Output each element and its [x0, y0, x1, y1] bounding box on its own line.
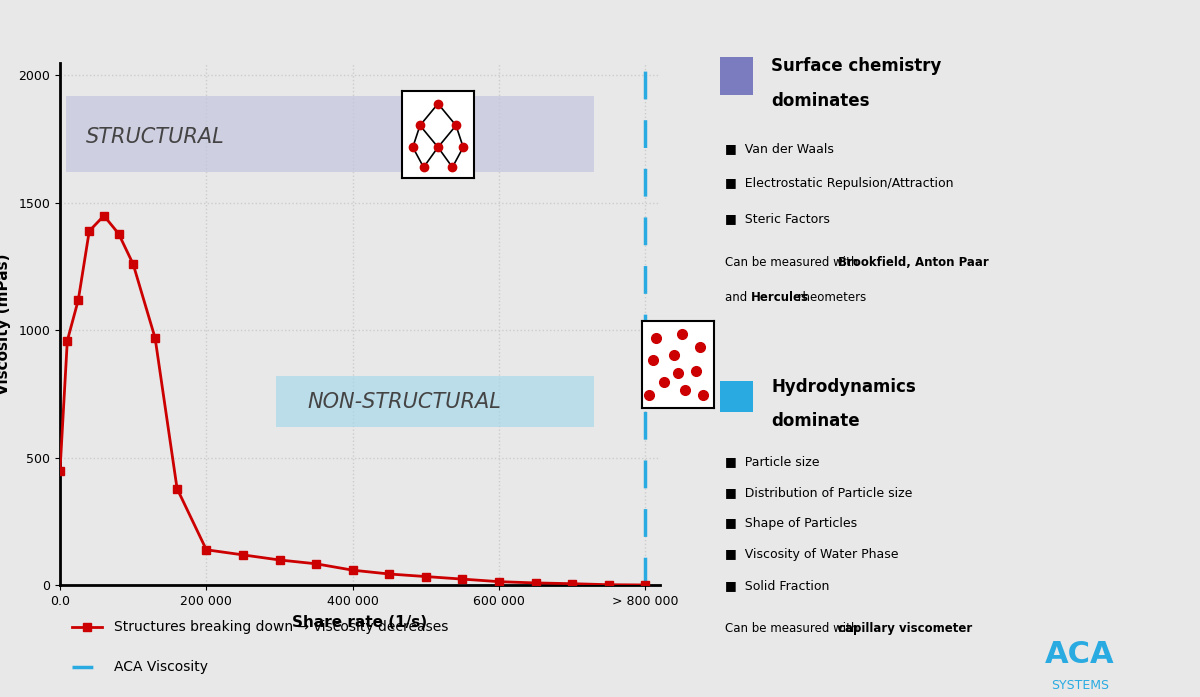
Text: SYSTEMS: SYSTEMS	[1051, 679, 1109, 692]
Text: Can be measured with: Can be measured with	[725, 256, 863, 269]
Bar	[66, 96, 594, 172]
Text: ■  Particle size: ■ Particle size	[725, 455, 820, 468]
Bar	[276, 376, 594, 427]
Text: Hercules: Hercules	[750, 291, 809, 305]
Y-axis label: Viscosity (mPas): Viscosity (mPas)	[0, 253, 12, 395]
Text: and: and	[725, 291, 751, 305]
Text: ■  Steric Factors: ■ Steric Factors	[725, 212, 830, 225]
Text: ■  Viscosity of Water Phase: ■ Viscosity of Water Phase	[725, 548, 899, 561]
X-axis label: Share rate (1/s): Share rate (1/s)	[293, 615, 427, 630]
Text: ■  Distribution of Particle size: ■ Distribution of Particle size	[725, 486, 912, 499]
Text: Hydrodynamics: Hydrodynamics	[772, 378, 916, 396]
Text: ■  Shape of Particles: ■ Shape of Particles	[725, 517, 857, 530]
Text: dominate: dominate	[772, 412, 860, 430]
Text: ■  Van der Waals: ■ Van der Waals	[725, 142, 834, 155]
Bar	[720, 56, 752, 95]
Text: ACA Viscosity: ACA Viscosity	[114, 660, 208, 675]
Text: rheometers: rheometers	[794, 291, 866, 305]
Text: dominates: dominates	[772, 92, 870, 110]
Text: ■  Solid Fraction: ■ Solid Fraction	[725, 579, 829, 592]
Text: Structures breaking down → viscosity decreases: Structures breaking down → viscosity dec…	[114, 620, 449, 634]
Text: Surface chemistry: Surface chemistry	[772, 57, 942, 75]
Text: STRUCTURAL: STRUCTURAL	[85, 127, 224, 146]
Text: capillary viscometer: capillary viscometer	[839, 622, 972, 635]
Text: Can be measured with: Can be measured with	[725, 622, 863, 635]
Bar	[720, 381, 752, 412]
Text: Brookfield, Anton Paar: Brookfield, Anton Paar	[839, 256, 989, 269]
Text: NON-STRUCTURAL: NON-STRUCTURAL	[307, 392, 500, 412]
Text: ACA: ACA	[1045, 640, 1115, 669]
Text: ■  Electrostatic Repulsion/Attraction: ■ Electrostatic Repulsion/Attraction	[725, 177, 954, 190]
